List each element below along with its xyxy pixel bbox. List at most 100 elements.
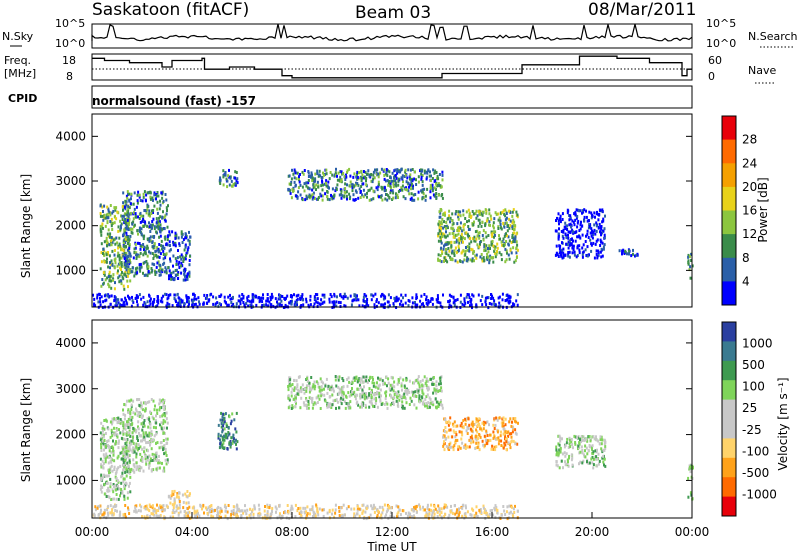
- echo-cell: [163, 452, 166, 456]
- echo-cell: [480, 224, 483, 228]
- echo-cell: [557, 434, 560, 438]
- echo-cell: [343, 195, 346, 199]
- echo-cell: [396, 193, 399, 197]
- echo-cell: [586, 245, 589, 249]
- echo-cell: [397, 170, 400, 174]
- echo-cell: [180, 264, 183, 268]
- echo-cell: [334, 189, 337, 193]
- echo-cell: [494, 211, 497, 215]
- echo-cell: [484, 223, 487, 227]
- echo-cell: [452, 222, 455, 226]
- echo-cell: [442, 444, 445, 448]
- echo-cell: [429, 170, 431, 174]
- echo-cell: [104, 260, 107, 264]
- echo-cell: [149, 410, 152, 414]
- echo-cell: [307, 179, 310, 182]
- echo-cell: [138, 217, 141, 220]
- echo-cell: [383, 186, 386, 190]
- echo-cell: [421, 384, 424, 388]
- echo-cell: [122, 201, 125, 205]
- echo-cell: [427, 299, 430, 302]
- echo-cell: [360, 185, 363, 188]
- echo-cell: [483, 443, 486, 447]
- scatter-cluster: [555, 434, 607, 470]
- echo-cell: [593, 437, 596, 441]
- echo-cell: [348, 192, 351, 196]
- echo-cell: [581, 253, 584, 257]
- colorbar-tick-label: 12: [742, 227, 757, 241]
- echo-cell: [159, 226, 162, 230]
- echo-cell: [312, 191, 315, 195]
- echo-cell: [567, 236, 570, 240]
- echo-cell: [124, 241, 127, 244]
- echo-cell: [425, 515, 428, 519]
- echo-cell: [247, 304, 250, 308]
- echo-cell: [132, 435, 134, 439]
- echo-cell: [173, 277, 176, 281]
- echo-cell: [145, 462, 148, 466]
- echo-cell: [435, 182, 438, 186]
- echo-cell: [401, 400, 404, 404]
- echo-cell: [114, 242, 117, 246]
- echo-cell: [155, 270, 158, 274]
- echo-cell: [120, 256, 123, 260]
- echo-cell: [144, 252, 147, 256]
- echo-cell: [146, 244, 149, 248]
- echo-cell: [169, 293, 172, 297]
- echo-cell: [226, 185, 229, 189]
- echo-cell: [127, 455, 130, 459]
- echo-cell: [157, 295, 159, 299]
- echo-cell: [382, 297, 385, 301]
- echo-cell: [467, 233, 469, 237]
- echo-cell: [472, 212, 475, 216]
- echo-cell: [445, 225, 448, 229]
- echo-cell: [315, 380, 318, 384]
- echo-cell: [396, 297, 399, 301]
- echo-cell: [456, 238, 459, 242]
- echo-cell: [339, 179, 342, 183]
- echo-cell: [230, 179, 233, 183]
- echo-cell: [105, 482, 108, 485]
- echo-cell: [223, 505, 226, 509]
- echo-cell: [158, 398, 161, 402]
- echo-cell: [439, 235, 442, 239]
- echo-cell: [162, 199, 165, 203]
- echo-cell: [185, 236, 188, 240]
- echo-cell: [142, 424, 145, 428]
- echo-cell: [242, 511, 245, 515]
- echo-cell: [578, 244, 581, 248]
- echo-cell: [164, 420, 167, 424]
- echo-cell: [513, 419, 516, 423]
- power-frame: [91, 113, 693, 308]
- echo-cell: [368, 376, 371, 380]
- echo-cell: [571, 246, 574, 250]
- echo-cell: [389, 184, 392, 188]
- echo-cell: [94, 505, 97, 509]
- echo-cell: [126, 221, 129, 225]
- echo-cell: [573, 212, 576, 216]
- echo-cell: [466, 425, 469, 429]
- echo-cell: [466, 245, 469, 248]
- echo-cell: [440, 386, 443, 390]
- echo-cell: [368, 393, 370, 397]
- echo-cell: [291, 404, 294, 408]
- colorbar-segment: [722, 186, 736, 211]
- echo-cell: [125, 234, 128, 238]
- echo-cell: [404, 293, 407, 297]
- echo-cell: [505, 448, 508, 451]
- echo-cell: [425, 404, 428, 408]
- echo-cell: [130, 467, 133, 471]
- echo-cell: [155, 458, 158, 461]
- echo-cell: [128, 220, 131, 224]
- echo-cell: [161, 509, 164, 513]
- echo-cell: [431, 381, 434, 385]
- echo-cell: [155, 509, 157, 513]
- echo-cell: [136, 271, 139, 275]
- echo-cell: [423, 169, 426, 173]
- echo-cell: [181, 255, 184, 259]
- echo-cell: [137, 215, 139, 219]
- echo-cell: [376, 168, 379, 172]
- echo-cell: [120, 304, 123, 308]
- echo-cell: [162, 439, 165, 442]
